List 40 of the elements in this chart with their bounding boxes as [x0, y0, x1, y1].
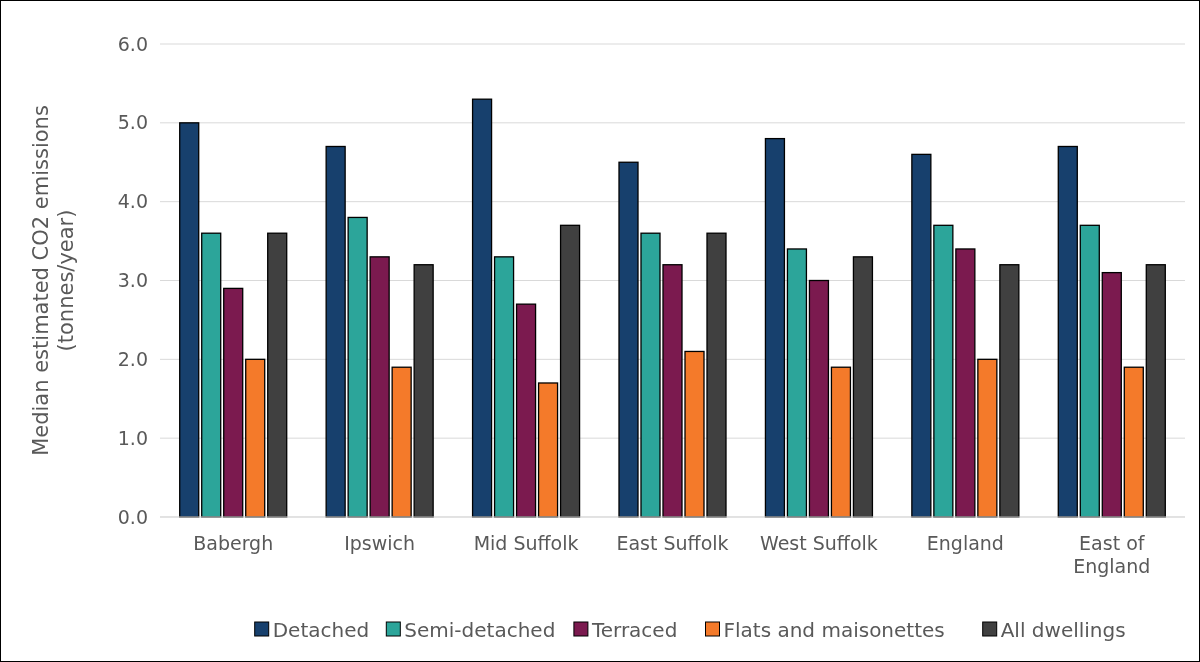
y-tick-label: 3.0 [117, 269, 148, 292]
bar [852, 256, 874, 518]
bar [537, 382, 559, 518]
bar [179, 122, 200, 518]
y-axis-title: Median estimated CO2 emissions (tonnes/year) [29, 105, 79, 456]
bar [559, 224, 581, 518]
y-tick-label: 1.0 [117, 426, 148, 449]
legend-label: Semi-detached [404, 618, 556, 642]
bar [1101, 271, 1122, 518]
x-tick-label: East Suffolk [616, 532, 729, 554]
legend-label: Flats and maisonettes [723, 618, 945, 642]
bar [786, 248, 808, 518]
bar [808, 279, 830, 518]
bar [223, 287, 244, 518]
x-tick-label: East of England [1073, 532, 1151, 577]
bar [471, 98, 493, 518]
bar [830, 366, 852, 518]
bar [515, 303, 537, 518]
y-tick-label: 0.0 [117, 505, 148, 528]
bar [245, 358, 266, 518]
x-tick-label: Mid Suffolk [473, 532, 579, 554]
bar [493, 256, 515, 518]
y-tick-label: 2.0 [117, 347, 148, 370]
bar [1079, 224, 1100, 518]
x-tick-label: Ipswich [344, 532, 416, 554]
bar [1145, 264, 1166, 518]
bar [267, 232, 288, 518]
x-tick-label: Babergh [193, 532, 274, 554]
y-tick-label: 4.0 [117, 190, 148, 213]
bar [1057, 145, 1078, 518]
legend-label: All dwellings [1000, 618, 1126, 642]
x-tick-label: England [926, 532, 1004, 554]
y-tick-label: 6.0 [117, 32, 148, 55]
legend-label: Terraced [590, 618, 678, 642]
bar [201, 232, 222, 518]
bar [1123, 366, 1144, 518]
legend-label: Detached [272, 618, 370, 642]
x-tick-label: West Suffolk [760, 532, 878, 554]
y-tick-label: 5.0 [117, 111, 148, 134]
bar [764, 137, 786, 518]
